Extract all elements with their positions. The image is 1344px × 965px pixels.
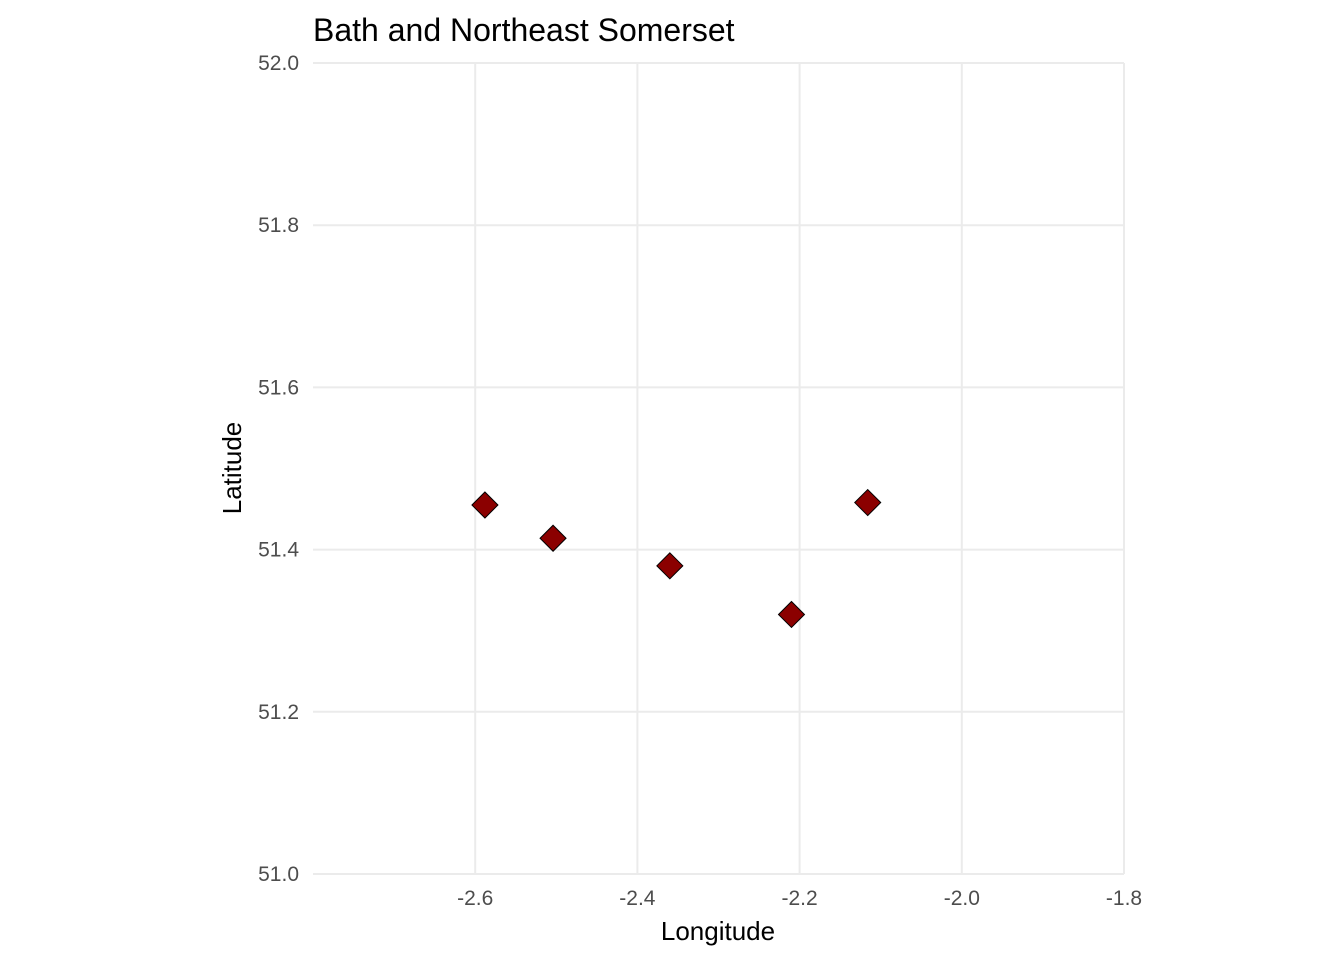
axis-tick-labels: 51.0 51.2 51.4 51.6 51.8 52.0 -2.6 -2.4 -2.2 -2.0… [258, 52, 1142, 910]
x-tick-label: -1.8 [1106, 887, 1142, 910]
y-tick-label: 51.0 [258, 863, 299, 886]
y-tick-label: 51.8 [258, 214, 299, 237]
y-axis-title: Latitude [217, 422, 247, 515]
data-point [656, 552, 684, 580]
data-point [539, 524, 567, 552]
x-tick-label: -2.6 [457, 887, 493, 910]
data-point [854, 488, 882, 517]
data-point [471, 491, 499, 519]
y-tick-label: 51.6 [258, 376, 299, 399]
x-axis-title: Longitude [661, 916, 775, 946]
data-point [777, 600, 806, 629]
chart-title: Bath and Northeast Somerset [313, 12, 735, 48]
y-tick-label: 52.0 [258, 52, 299, 75]
grid-lines [313, 62, 1125, 875]
data-points [471, 488, 882, 629]
y-tick-label: 51.4 [258, 539, 299, 562]
x-tick-label: -2.2 [782, 887, 818, 910]
x-tick-label: -2.0 [944, 887, 980, 910]
y-tick-label: 51.2 [258, 701, 299, 724]
x-tick-label: -2.4 [619, 887, 656, 910]
